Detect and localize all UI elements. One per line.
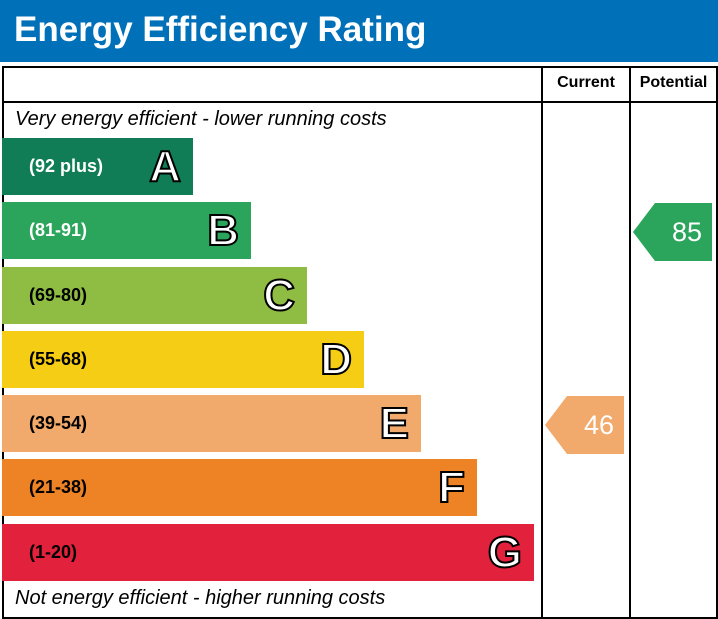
bottom-note: Not energy efficient - higher running co… <box>15 587 386 609</box>
top-note: Very energy efficient - lower running co… <box>15 108 387 130</box>
band-range: (1-20) <box>29 542 78 562</box>
band-b: (81-91) B <box>2 202 251 259</box>
band-letter: B <box>206 205 240 256</box>
column-current: Current <box>557 74 615 91</box>
potential-rating-value: 85 <box>671 217 702 247</box>
band-c: (69-80) C <box>2 267 307 324</box>
band-range: (21-38) <box>29 477 88 497</box>
band-range: (81-91) <box>29 220 88 240</box>
band-f: (21-38) F <box>2 459 477 516</box>
band-range: (39-54) <box>29 413 88 433</box>
band-letter: E <box>379 398 410 449</box>
band-letter: D <box>319 334 353 385</box>
divider <box>541 66 543 619</box>
band-g: (1-20) G <box>2 524 534 581</box>
band-letter: A <box>148 141 182 192</box>
band-letter: C <box>262 270 296 321</box>
chart-title: Energy Efficiency Rating <box>14 10 427 49</box>
current-rating-value: 46 <box>583 410 614 440</box>
band-range: (92 plus) <box>29 156 104 176</box>
potential-rating-arrow: 85 <box>633 203 712 261</box>
band-e: (39-54) E <box>2 395 421 452</box>
band-letter: G <box>487 527 523 578</box>
divider <box>629 66 631 619</box>
band-range: (69-80) <box>29 285 88 305</box>
column-potential: Potential <box>639 74 708 91</box>
band-range: (55-68) <box>29 349 88 369</box>
band-d: (55-68) D <box>2 331 364 388</box>
band-letter: F <box>437 462 466 513</box>
title-bar: Energy Efficiency Rating <box>0 0 718 62</box>
divider <box>2 101 716 103</box>
band-a: (92 plus) A <box>2 138 193 195</box>
